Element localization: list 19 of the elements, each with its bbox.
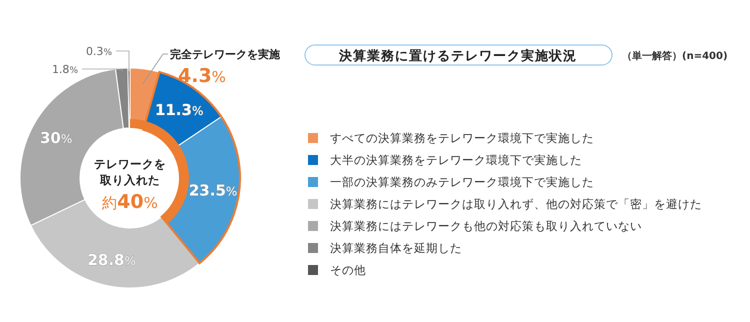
data-label: 4.3%	[178, 65, 226, 87]
legend-label: 決算業務自体を延期した	[330, 241, 462, 255]
data-label: 0.3%	[86, 45, 112, 58]
data-label: 23.5%	[188, 181, 238, 200]
legend-label: 大半の決算業務をテレワーク環境下で実施した	[330, 153, 582, 167]
legend-label: 決算業務にはテレワークも他の対応策も取り入れていない	[330, 219, 642, 233]
legend-label: すべての決算業務をテレワーク環境下で実施した	[330, 131, 594, 145]
data-label: 30%	[40, 128, 72, 147]
text: テレワークを取り入れた	[94, 157, 166, 187]
data-label: 1.8%	[52, 63, 78, 76]
chart-subtitle: （単一解答）(n=400)	[622, 50, 728, 62]
data-label: 28.8%	[87, 250, 136, 269]
text: 約40%	[102, 191, 158, 213]
legend-label: その他	[330, 263, 366, 277]
legend-label: 決算業務にはテレワークは取り入れず、他の対応策で「密」を避けた	[330, 197, 702, 211]
text: 完全テレワークを実施	[170, 48, 281, 61]
data-label: 11.3%	[154, 100, 204, 119]
legend-label: 一部の決算業務のみテレワーク環境下で実施した	[330, 175, 594, 189]
chart-title: 決算業務に置けるテレワーク実施状況	[338, 48, 577, 64]
